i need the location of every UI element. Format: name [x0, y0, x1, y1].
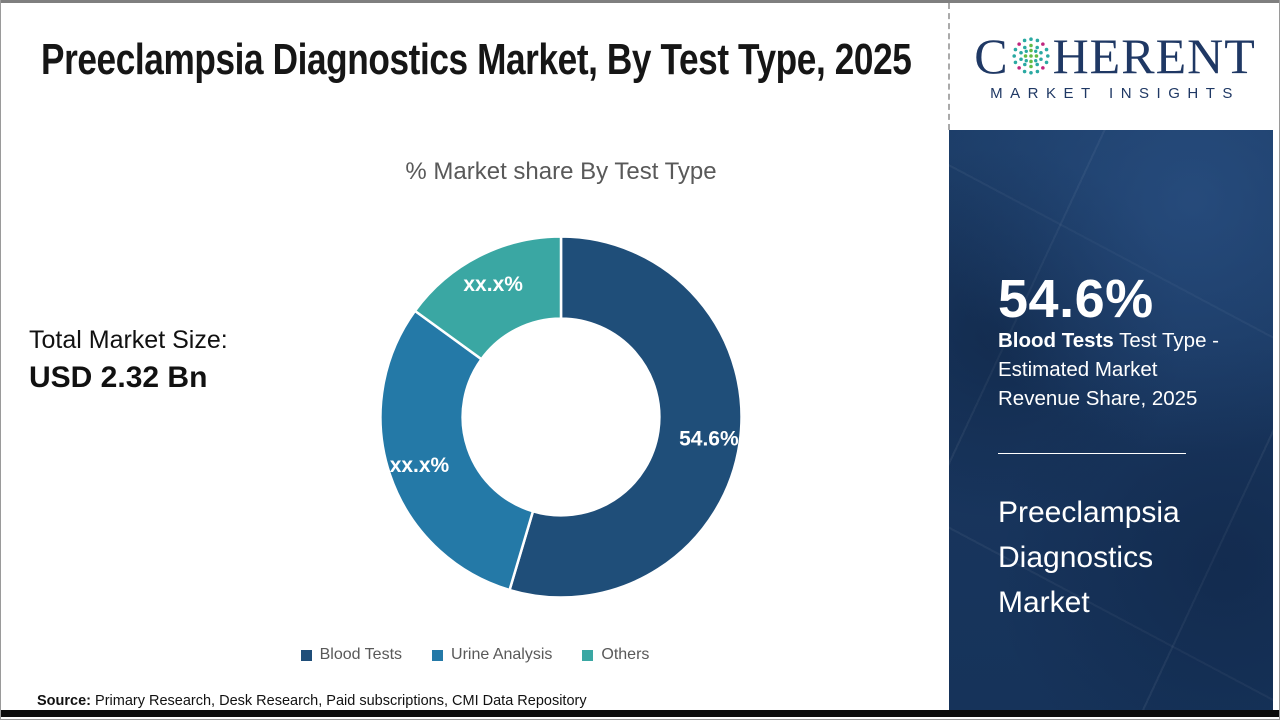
legend-marker-icon: [432, 649, 444, 661]
donut-chart-svg: 54.6% xx.x% xx.x%: [379, 235, 743, 599]
legend-marker-icon: [582, 649, 594, 661]
logo-letter-c: C: [974, 28, 1009, 84]
logo-wordmark: C: [974, 31, 1256, 81]
highlight-panel: 54.6% Blood Tests Test Type - Estimated …: [949, 130, 1273, 710]
donut-slice-others: [413, 235, 563, 361]
legend-marker-icon: [300, 649, 312, 661]
donut-slice-blood-tests: [507, 235, 743, 599]
headline-caption-rest: Test Type - Estimated Market Revenue Sha…: [998, 329, 1220, 410]
dashed-divider: [948, 3, 950, 130]
donut-chart: 54.6% xx.x% xx.x%: [379, 235, 743, 599]
legend-label: Others: [601, 646, 650, 663]
page-title: Preeclampsia Diagnostics Market, By Test…: [41, 35, 912, 84]
top-border-bar: [1, 0, 1279, 3]
legend-label: Blood Tests: [319, 646, 403, 663]
donut-slice-urine-analysis: [379, 309, 535, 592]
logo-subtitle: MARKET INSIGHTS: [990, 85, 1240, 102]
headline-caption-segment: Blood Tests: [998, 329, 1114, 352]
headline-share-value: 54.6%: [998, 269, 1154, 329]
source-line: Source: Primary Research, Desk Research,…: [37, 693, 587, 709]
chart-title: % Market share By Test Type: [405, 158, 717, 185]
legend-item-others: Others: [582, 646, 649, 664]
dotted-globe-icon: [1011, 37, 1050, 75]
total-market-size-block: Total Market Size: USD 2.32 Bn: [29, 326, 228, 395]
panel-market-name: Preeclampsia Diagnostics Market: [998, 496, 1180, 619]
source-text: Primary Research, Desk Research, Paid su…: [91, 693, 587, 709]
legend-item-blood-tests: Blood Tests: [300, 646, 403, 664]
panel-divider-line: [998, 453, 1186, 454]
slice-label: 54.6%: [679, 428, 739, 451]
slice-label: xx.x%: [390, 454, 450, 477]
legend-label: Urine Analysis: [451, 646, 553, 663]
source-label: Source:: [37, 693, 91, 709]
headline-caption: Blood Tests Test Type - Estimated Market…: [998, 326, 1220, 413]
slice-label: xx.x%: [463, 273, 523, 296]
logo-letters-rest: HERENT: [1052, 28, 1256, 84]
bottom-border-bar: [1, 710, 1279, 717]
total-market-size-label: Total Market Size:: [29, 326, 228, 354]
chart-legend: Blood Tests Urine Analysis Others: [1, 646, 949, 664]
company-logo: C: [950, 3, 1279, 130]
legend-item-urine-analysis: Urine Analysis: [432, 646, 552, 664]
total-market-size-value: USD 2.32 Bn: [29, 361, 208, 394]
